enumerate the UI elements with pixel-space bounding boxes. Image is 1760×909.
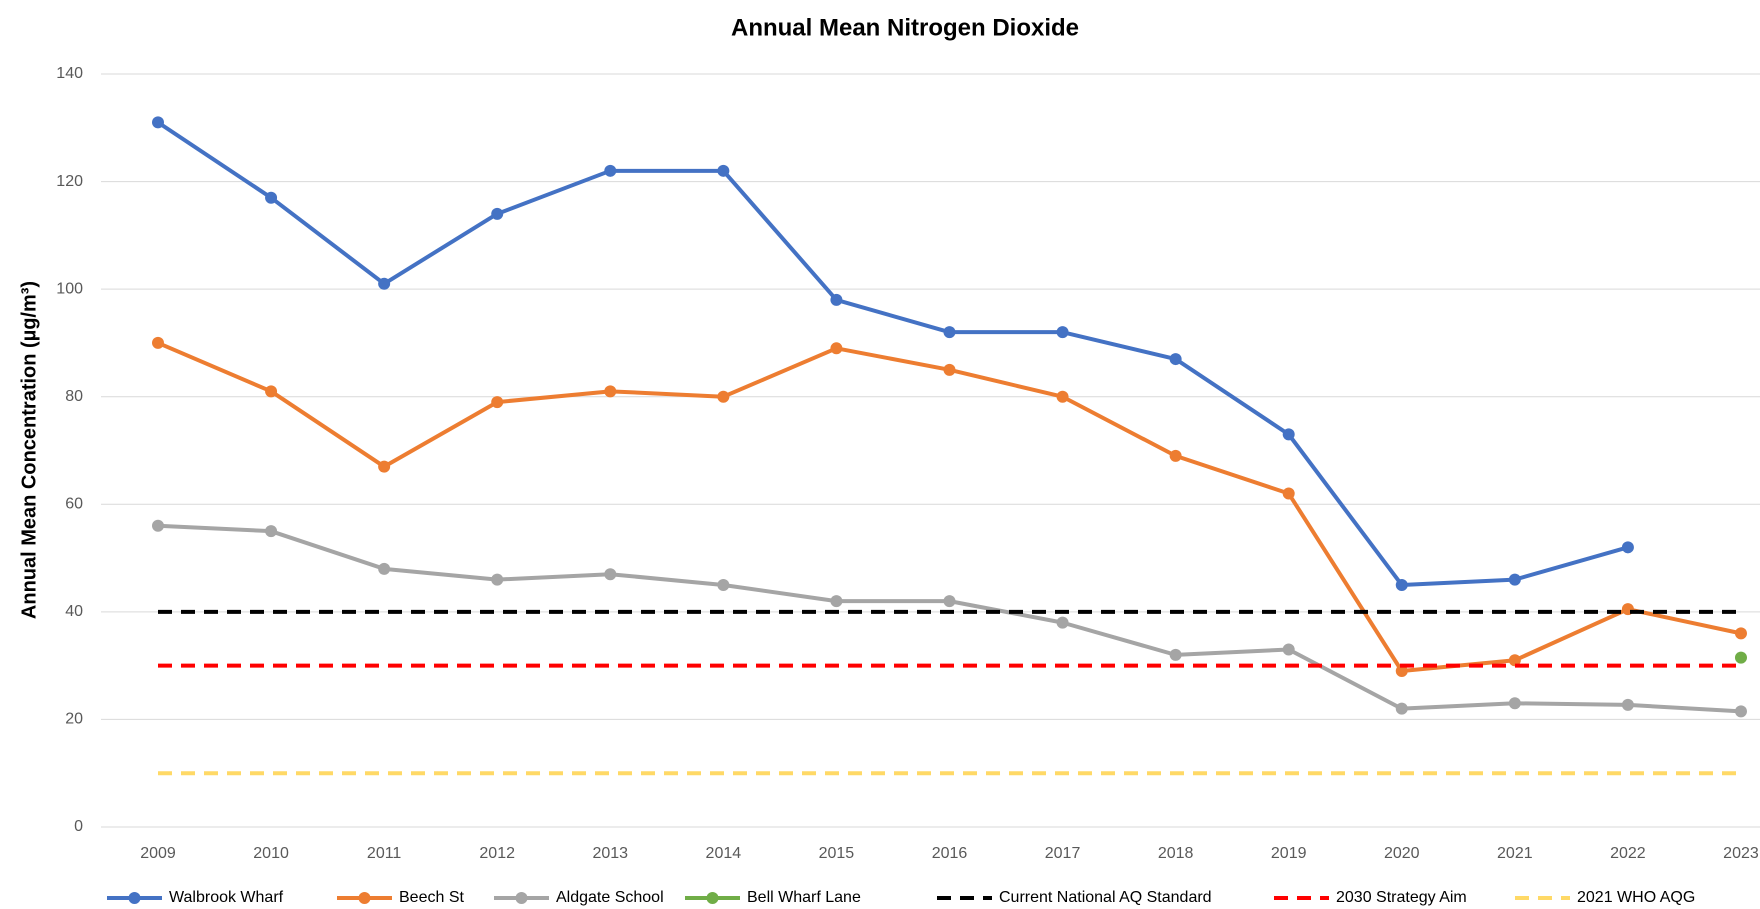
legend-label: Current National AQ Standard bbox=[999, 889, 1212, 906]
data-point bbox=[1734, 651, 1747, 664]
y-tick-label: 140 bbox=[56, 65, 83, 82]
data-point bbox=[265, 191, 278, 204]
data-point bbox=[265, 525, 278, 538]
y-tick-label: 60 bbox=[65, 496, 83, 513]
data-point bbox=[1056, 616, 1069, 629]
legend-marker bbox=[358, 892, 371, 904]
x-tick-label: 2009 bbox=[140, 845, 176, 862]
data-point bbox=[830, 342, 843, 355]
data-point bbox=[1056, 326, 1069, 339]
x-tick-label: 2012 bbox=[479, 845, 515, 862]
x-tick-label: 2020 bbox=[1384, 845, 1420, 862]
data-point bbox=[717, 390, 730, 403]
legend-marker bbox=[706, 892, 719, 904]
data-point bbox=[152, 336, 164, 349]
data-point bbox=[1621, 698, 1634, 711]
x-tick-label: 2014 bbox=[706, 845, 742, 862]
legend-marker bbox=[128, 892, 141, 904]
data-point bbox=[1395, 665, 1408, 678]
data-point bbox=[830, 293, 843, 306]
series-line bbox=[157, 341, 1742, 674]
data-point bbox=[152, 116, 164, 129]
y-tick-label: 20 bbox=[65, 711, 83, 728]
data-point bbox=[604, 568, 617, 581]
data-point bbox=[943, 326, 956, 339]
x-tick-label: 2021 bbox=[1497, 845, 1533, 862]
x-tick-label: 2022 bbox=[1610, 845, 1646, 862]
data-point bbox=[1282, 487, 1295, 500]
data-point bbox=[717, 578, 730, 591]
y-tick-label: 80 bbox=[65, 388, 83, 405]
data-point bbox=[1395, 578, 1408, 591]
data-point bbox=[1169, 449, 1182, 462]
data-point bbox=[1508, 573, 1521, 586]
data-point bbox=[830, 595, 843, 608]
legend-label: Bell Wharf Lane bbox=[747, 889, 861, 906]
data-point bbox=[378, 460, 391, 473]
data-point bbox=[1621, 541, 1634, 554]
x-tick-label: 2018 bbox=[1158, 845, 1194, 862]
x-tick-label: 2013 bbox=[592, 845, 628, 862]
x-tick-label: 2017 bbox=[1045, 845, 1081, 862]
data-point bbox=[1395, 702, 1408, 715]
legend-label: Walbrook Wharf bbox=[169, 889, 284, 906]
chart-title: Annual Mean Nitrogen Dioxide bbox=[731, 14, 1079, 41]
y-tick-label: 100 bbox=[56, 280, 83, 297]
data-point bbox=[378, 562, 391, 575]
y-tick-label: 40 bbox=[65, 603, 83, 620]
x-tick-label: 2015 bbox=[819, 845, 855, 862]
legend-label: 2021 WHO AQG bbox=[1577, 889, 1695, 906]
legend-marker bbox=[515, 892, 528, 904]
data-point bbox=[1169, 648, 1182, 661]
series-line bbox=[156, 120, 1629, 587]
y-tick-label: 0 bbox=[74, 818, 83, 835]
x-tick-label: 2010 bbox=[253, 845, 289, 862]
data-point bbox=[604, 385, 617, 398]
x-tick-label: 2016 bbox=[932, 845, 968, 862]
legend-label: Aldgate School bbox=[556, 889, 664, 906]
legend-label: Beech St bbox=[399, 889, 464, 906]
y-axis-label: Annual Mean Concentration (µg/m³) bbox=[18, 281, 40, 619]
data-point bbox=[491, 573, 504, 586]
data-point bbox=[1508, 697, 1521, 710]
data-point bbox=[491, 207, 504, 220]
x-tick-label: 2019 bbox=[1271, 845, 1307, 862]
data-point bbox=[943, 595, 956, 608]
data-point bbox=[1508, 654, 1521, 667]
data-point bbox=[1734, 627, 1747, 640]
data-point bbox=[1282, 643, 1295, 656]
data-point bbox=[943, 363, 956, 376]
data-point bbox=[265, 385, 278, 398]
data-point bbox=[1282, 428, 1295, 441]
data-point bbox=[152, 519, 164, 532]
data-point bbox=[1169, 353, 1182, 366]
x-tick-label: 2023 bbox=[1723, 845, 1759, 862]
x-tick-label: 2011 bbox=[367, 845, 402, 862]
data-point bbox=[604, 164, 617, 177]
data-point bbox=[717, 164, 730, 177]
data-point bbox=[491, 396, 504, 409]
data-point bbox=[378, 277, 391, 290]
data-point bbox=[1056, 390, 1069, 403]
series-line bbox=[157, 523, 1742, 714]
data-point bbox=[1734, 705, 1747, 718]
legend-label: 2030 Strategy Aim bbox=[1336, 889, 1467, 906]
y-tick-label: 120 bbox=[56, 173, 83, 190]
